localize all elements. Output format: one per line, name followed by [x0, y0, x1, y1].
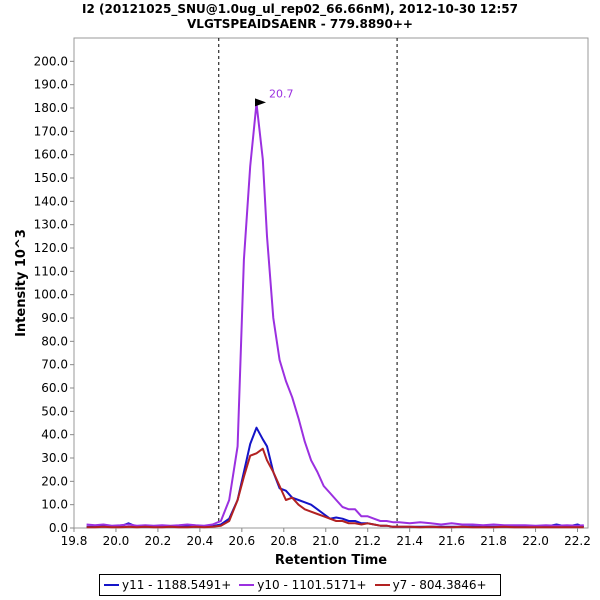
- peak-arrow-icon: [255, 98, 267, 107]
- y-tick-label: 40.0: [41, 428, 68, 442]
- y-tick-label: 50.0: [41, 404, 68, 418]
- x-tick-label: 21.4: [396, 534, 423, 548]
- series-line-y10[interactable]: [86, 102, 584, 527]
- y-tick-label: 130.0: [34, 218, 68, 232]
- x-tick-label: 22.0: [522, 534, 549, 548]
- chart-plot[interactable]: 0.0 10.0 20.0 30.0 40.0 50.0 60.0 70.0 80.0 90.0 1…: [0, 0, 600, 572]
- legend-item[interactable]: y7 - 804.3846+: [374, 578, 487, 592]
- chart-legend: y11 - 1188.5491+ y10 - 1101.5171+ y7 - 804…: [99, 574, 501, 596]
- x-tick-label: 20.2: [145, 534, 172, 548]
- legend-label: y7 - 804.3846+: [392, 578, 487, 592]
- y-tick-label: 200.0: [34, 54, 68, 68]
- y-tick-label: 20.0: [41, 474, 68, 488]
- legend-swatch: [104, 584, 119, 586]
- y-tick-label: 120.0: [34, 241, 68, 255]
- chart-title-line1: I2 (20121025_SNU@1.0ug_ul_rep02_66.66nM)…: [82, 2, 518, 16]
- x-tick-label: 21.8: [480, 534, 507, 548]
- legend-item[interactable]: y11 - 1188.5491+: [104, 578, 231, 592]
- legend-label: y10 - 1101.5171+: [257, 578, 367, 592]
- x-tick-label: 20.4: [187, 534, 214, 548]
- x-tick-label: 22.2: [564, 534, 591, 548]
- x-tick-label: 21.0: [312, 534, 339, 548]
- y-tick-label: 190.0: [34, 78, 68, 92]
- y-axis-label: Intensity 10^3: [14, 229, 29, 337]
- y-tick-label: 150.0: [34, 171, 68, 185]
- y-tick-label: 80.0: [41, 334, 68, 348]
- y-tick-label: 100.0: [34, 288, 68, 302]
- y-tick-label: 60.0: [41, 381, 68, 395]
- y-tick-label: 170.0: [34, 124, 68, 138]
- x-tick-label: 21.2: [354, 534, 381, 548]
- x-tick-label: 20.6: [228, 534, 255, 548]
- legend-label: y11 - 1188.5491+: [122, 578, 232, 592]
- y-tick-label: 10.0: [41, 498, 68, 512]
- legend-swatch: [239, 584, 255, 586]
- y-tick-label: 110.0: [34, 264, 68, 278]
- y-tick-label: 0.0: [49, 521, 68, 535]
- y-tick-label: 30.0: [41, 451, 68, 465]
- chart-title-line2: VLGTSPEAIDSAENR - 779.8890++: [187, 17, 413, 31]
- y-tick-label: 70.0: [41, 358, 68, 372]
- x-tick-label: 20.8: [270, 534, 297, 548]
- x-axis-label: Retention Time: [275, 553, 387, 568]
- peak-rt-label: 20.7: [269, 87, 294, 100]
- legend-swatch: [374, 584, 390, 586]
- y-tick-label: 160.0: [34, 148, 68, 162]
- plot-area: [73, 37, 589, 529]
- series-line-y7[interactable]: [86, 447, 584, 529]
- y-tick-label: 180.0: [34, 101, 68, 115]
- x-tick-label: 19.8: [61, 534, 88, 548]
- y-tick-label: 140.0: [34, 194, 68, 208]
- legend-item[interactable]: y10 - 1101.5171+: [239, 578, 367, 592]
- y-tick-label: 90.0: [41, 311, 68, 325]
- x-tick-label: 21.6: [438, 534, 465, 548]
- x-tick-label: 20.0: [103, 534, 130, 548]
